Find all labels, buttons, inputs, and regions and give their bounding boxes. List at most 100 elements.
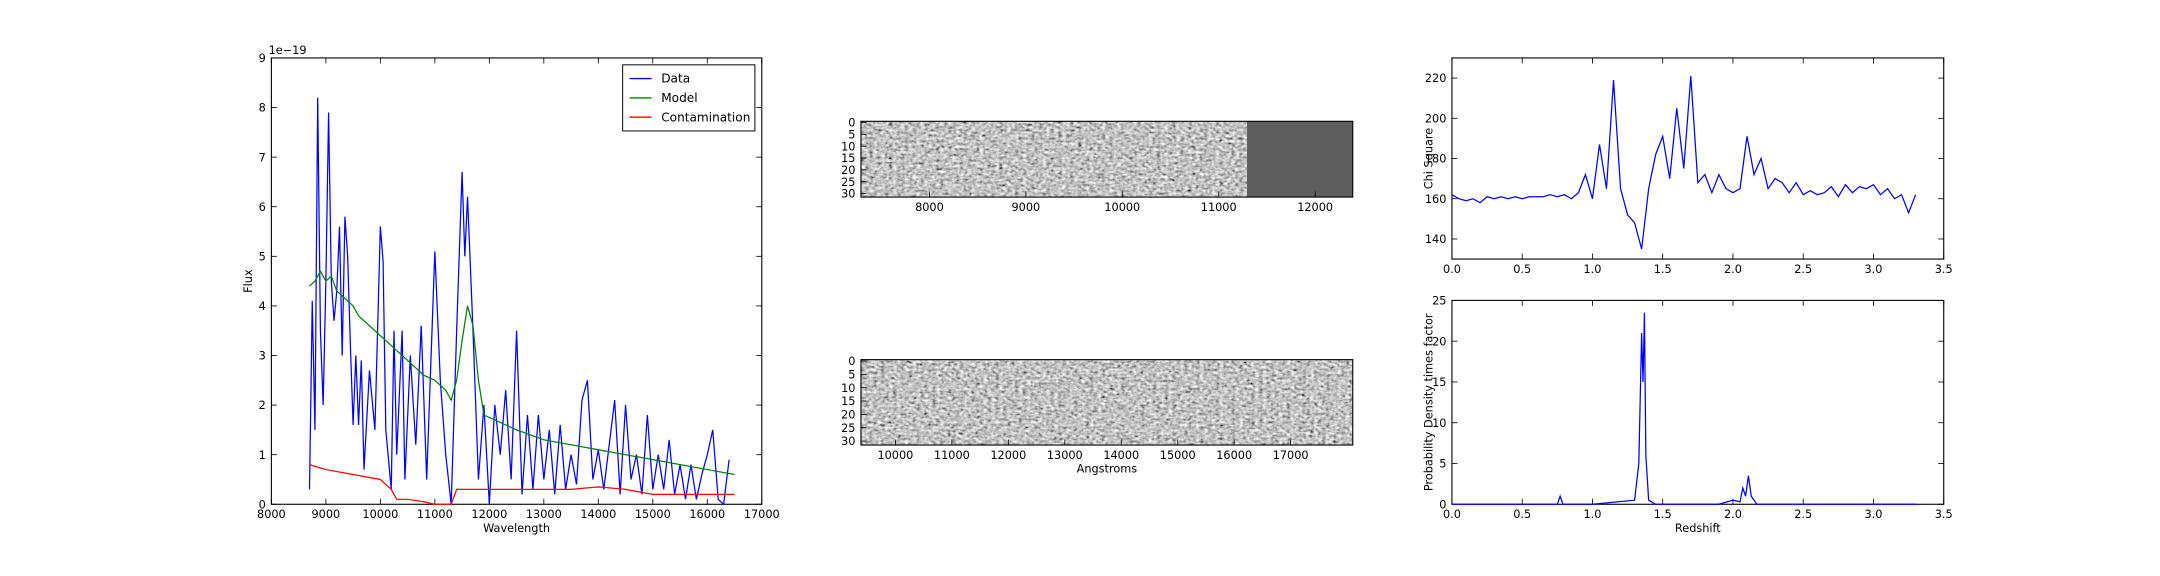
y-tick-label: 5 <box>1439 458 1446 471</box>
axes-frame <box>1451 299 1945 505</box>
x-tick-label: 2.5 <box>1794 263 1812 276</box>
data-line <box>1451 312 1916 505</box>
y-tick-label: 0 <box>848 355 855 368</box>
x-tick-label: 10000 <box>877 449 913 462</box>
x-tick-label: 2.0 <box>1724 263 1742 276</box>
image-empty-region <box>1247 121 1353 198</box>
y-tick-label: 3 <box>259 350 266 363</box>
x-tick-label: 1.0 <box>1583 508 1601 521</box>
panel: 10000 11000 12000 13000 14000 15000 16000 17000… <box>841 355 1354 476</box>
x-tick-label: 0.0 <box>1443 263 1461 276</box>
x-axis-label: Angstroms <box>1077 463 1138 476</box>
y-axis-label: Flux <box>242 269 255 293</box>
axes-frame <box>270 57 763 505</box>
legend-label: Data <box>661 72 690 86</box>
legend-label: Model <box>661 91 697 105</box>
x-tick-label: 12000 <box>990 449 1026 462</box>
x-tick-label: 8000 <box>915 201 944 214</box>
y-tick-label: 1 <box>259 449 266 462</box>
y-tick-label: 15 <box>841 152 855 165</box>
y-tick-label: 0 <box>1439 498 1446 511</box>
x-tick-label: 16000 <box>1216 449 1252 462</box>
y-tick-label: 15 <box>1432 376 1446 389</box>
y-tick-label: 5 <box>259 250 266 263</box>
y-offset-label: 1e−19 <box>269 44 307 57</box>
x-tick-label: 16000 <box>689 508 725 521</box>
y-tick-label: 9 <box>259 52 266 65</box>
y-tick-label: 160 <box>1425 193 1447 206</box>
x-tick-label: 0.5 <box>1513 508 1531 521</box>
y-tick-label: 30 <box>841 188 855 201</box>
y-tick-label: 20 <box>841 164 855 177</box>
y-tick-label: 25 <box>841 176 855 189</box>
x-tick-label: 3.0 <box>1864 508 1882 521</box>
y-tick-label: 4 <box>259 300 266 313</box>
y-tick-label: 220 <box>1425 72 1447 85</box>
x-tick-label: 17000 <box>744 508 780 521</box>
x-tick-label: 2.0 <box>1724 508 1742 521</box>
x-tick-label: 9000 <box>312 508 341 521</box>
y-tick-label: 0 <box>259 498 266 511</box>
y-tick-label: 25 <box>841 422 855 435</box>
x-tick-label: 9000 <box>1012 201 1041 214</box>
x-tick-label: 12000 <box>1297 201 1333 214</box>
panel: 8000 9000 10000 11000 12000 13000 14000 15000 16… <box>242 44 780 535</box>
x-tick-label: 3.5 <box>1935 508 1953 521</box>
x-tick-label: 14000 <box>580 508 616 521</box>
legend-label: Contamination <box>661 110 750 124</box>
y-tick-label: 15 <box>841 395 855 408</box>
y-tick-label: 2 <box>259 399 266 412</box>
x-tick-label: 15000 <box>1160 449 1196 462</box>
panel: 0.0 0.5 1.0 1.5 2.0 2.5 3.0 3.5 0 5 10 15 20 25 Redshi… <box>1423 295 1953 535</box>
x-tick-label: 13000 <box>526 508 562 521</box>
x-tick-label: 17000 <box>1273 449 1309 462</box>
y-tick-label: 25 <box>1432 295 1446 308</box>
y-tick-label: 0 <box>848 117 855 130</box>
y-tick-label: 5 <box>848 368 855 381</box>
x-tick-label: 0.5 <box>1513 263 1531 276</box>
y-tick-label: 140 <box>1425 233 1447 246</box>
y-tick-label: 30 <box>841 435 855 448</box>
y-tick-label: 20 <box>1432 335 1446 348</box>
axes-frame <box>860 120 1354 198</box>
x-axis-label: Wavelength <box>483 522 550 535</box>
x-tick-label: 3.5 <box>1935 263 1953 276</box>
y-tick-label: 10 <box>841 382 855 395</box>
x-tick-label: 10000 <box>362 508 398 521</box>
y-tick-label: 7 <box>259 151 266 164</box>
data-line <box>1451 76 1917 250</box>
x-tick-label: 11000 <box>934 449 970 462</box>
axes-frame <box>1451 57 1945 260</box>
y-axis-label: Chi Square <box>1423 128 1436 190</box>
axes-frame <box>860 359 1354 446</box>
y-tick-label: 200 <box>1425 112 1447 125</box>
x-tick-label: 10000 <box>1104 201 1140 214</box>
y-tick-label: 10 <box>1432 417 1446 430</box>
x-tick-label: 12000 <box>471 508 507 521</box>
x-tick-label: 14000 <box>1103 449 1139 462</box>
y-tick-label: 8 <box>259 102 266 115</box>
x-tick-label: 11000 <box>1201 201 1237 214</box>
x-tick-label: 15000 <box>635 508 671 521</box>
image-noise <box>860 359 1353 446</box>
data-line <box>309 464 735 505</box>
x-tick-label: 3.0 <box>1864 263 1882 276</box>
data-line <box>308 97 730 506</box>
y-tick-label: 5 <box>848 128 855 141</box>
x-tick-label: 11000 <box>417 508 453 521</box>
x-tick-label: 1.0 <box>1583 263 1601 276</box>
y-tick-label: 20 <box>841 408 855 421</box>
x-tick-label: 0.0 <box>1443 508 1461 521</box>
y-tick-label: 180 <box>1425 153 1447 166</box>
x-tick-label: 2.5 <box>1794 508 1812 521</box>
panel: 0.0 0.5 1.0 1.5 2.0 2.5 3.0 3.5 140 160 180 200 220 C… <box>1423 57 1953 276</box>
y-axis-label: Probability Density times factor <box>1423 313 1436 491</box>
y-tick-label: 6 <box>259 201 266 214</box>
data-line <box>309 269 735 476</box>
x-axis-label: Redshift <box>1675 522 1721 535</box>
y-tick-label: 10 <box>841 140 855 153</box>
x-tick-label: 13000 <box>1047 449 1083 462</box>
